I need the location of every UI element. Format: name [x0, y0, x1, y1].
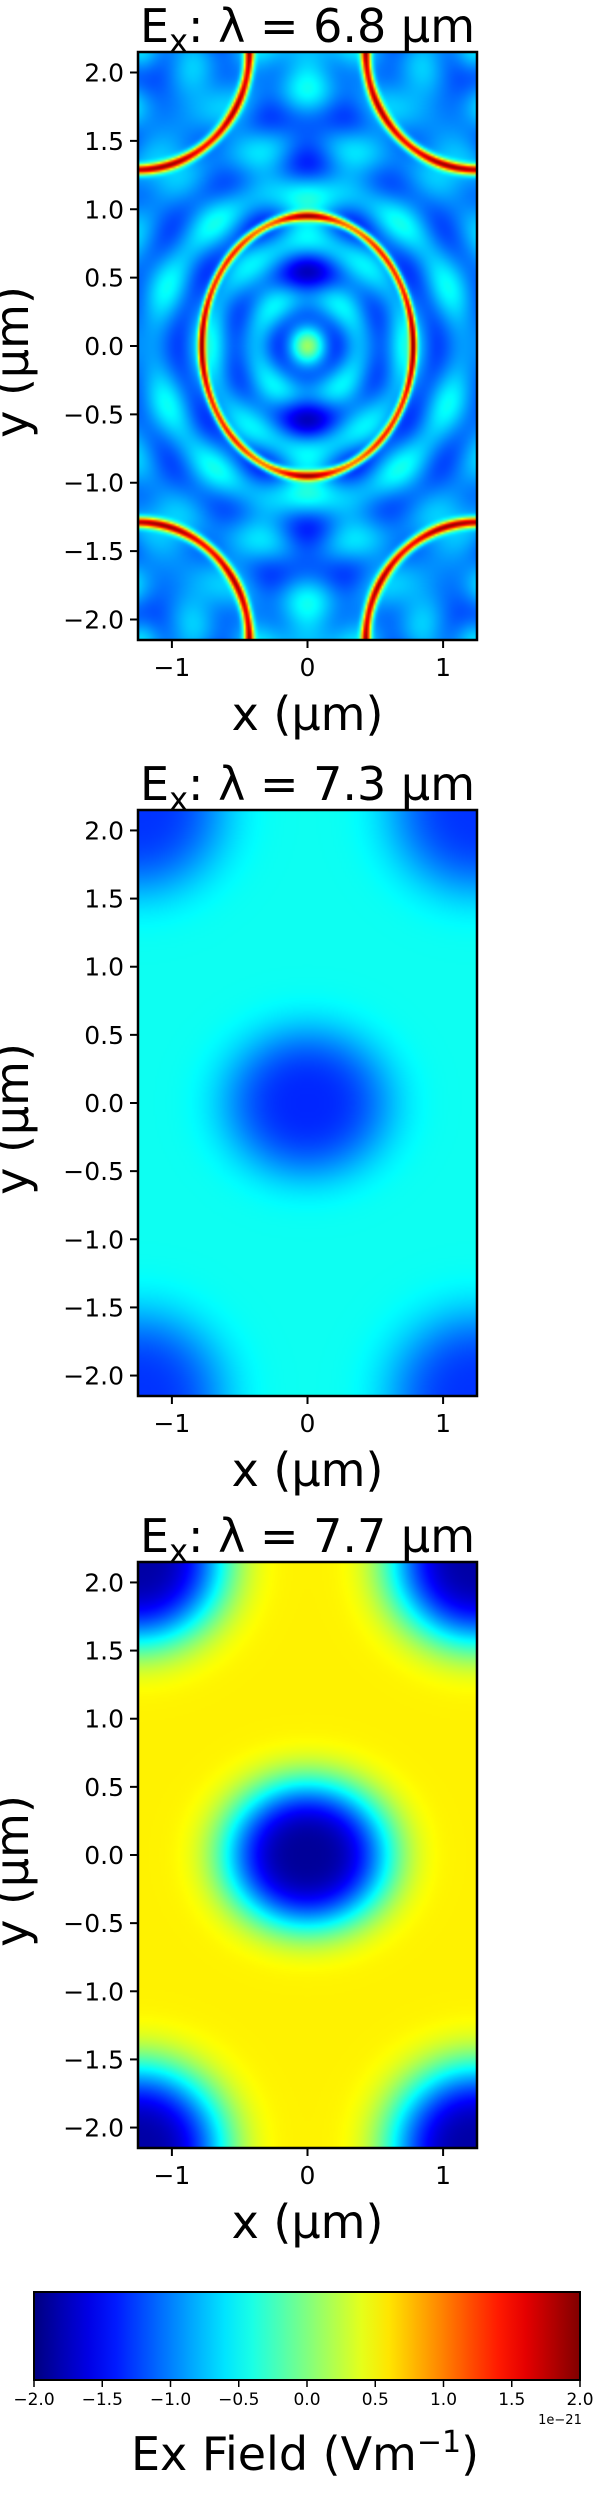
title-component: E	[140, 1509, 169, 1563]
y-tick-label: −1.0	[63, 1225, 124, 1254]
x-axis-label: x (μm)	[232, 1443, 384, 1497]
y-tick-label: 1.0	[84, 195, 124, 224]
y-tick-label: 0.5	[84, 1021, 124, 1050]
colorbar: −2.0 −1.5 −1.0 −0.5 0.0 0.5 1.0 1.5 2.0 1e−21 Ex F…	[13, 2291, 594, 2481]
y-axis-label: y (μm)	[0, 1795, 39, 1947]
x-tick-label: −1	[153, 2161, 190, 2190]
x-tick-label: 0	[300, 653, 316, 682]
title-subscript: x	[169, 22, 188, 60]
title-subscript: x	[169, 780, 188, 818]
y-tick-label: 0.0	[84, 1841, 124, 1870]
title-component: E	[140, 0, 169, 53]
y-tick-label: −1.5	[63, 2045, 124, 2074]
colorbar-offset-text: 1e−21	[538, 2413, 582, 2428]
panel-title: Ex: λ = 7.3 μm	[140, 757, 475, 818]
colorbar-tick-label: 0.0	[293, 2390, 320, 2410]
y-tick-label: 1.5	[84, 1637, 124, 1666]
x-tick-label: 1	[435, 2161, 451, 2190]
colorbar-gradient	[33, 2291, 581, 2381]
y-tick-label: 2.0	[84, 59, 124, 88]
heatmap-panel-1: Ex: λ = 6.8 μm −1 0 1 −2.0 −1.5 −1.0 −0.5 0.0 0.5…	[0, 0, 479, 741]
y-tick-label: −0.5	[63, 1909, 124, 1938]
y-tick-label: −1.5	[63, 537, 124, 566]
title-rest: : λ = 7.7 μm	[188, 1509, 475, 1563]
y-tick-label: −2.0	[63, 1362, 124, 1391]
y-tick-label: −1.0	[63, 469, 124, 498]
y-tick-label: 0.5	[84, 264, 124, 293]
colorbar-tick-label: −1.0	[150, 2390, 191, 2410]
x-tick-label: −1	[153, 653, 190, 682]
x-axis-label: x (μm)	[232, 2195, 384, 2249]
y-tick-label: 1.5	[84, 885, 124, 914]
heatmap-image	[138, 52, 477, 640]
y-axis-label: y (μm)	[0, 286, 39, 438]
colorbar-tick-label: 2.0	[566, 2390, 593, 2410]
y-tick-label: −2.0	[63, 2114, 124, 2143]
title-subscript: x	[169, 1532, 188, 1570]
y-tick-label: −0.5	[63, 400, 124, 429]
y-tick-label: 0.0	[84, 1089, 124, 1118]
colorbar-tick-label: −0.5	[218, 2390, 259, 2410]
colorbar-label-close: )	[461, 2427, 479, 2481]
colorbar-label-superscript: −1	[417, 2425, 461, 2460]
x-tick-label: −1	[153, 1409, 190, 1438]
x-tick-label: 0	[300, 2161, 316, 2190]
colorbar-tick-label: 1.0	[430, 2390, 457, 2410]
colorbar-label-main: Ex Field (Vm	[131, 2427, 417, 2481]
heatmap-panel-3: Ex: λ = 7.7 μm −1 0 1 −2.0 −1.5 −1.0 −0.5 0.0 0.5…	[0, 1509, 479, 2249]
panel-title: Ex: λ = 6.8 μm	[140, 0, 475, 60]
title-rest: : λ = 7.3 μm	[188, 757, 475, 811]
y-tick-label: 0.5	[84, 1773, 124, 1802]
heatmap-panel-2: Ex: λ = 7.3 μm −1 0 1 −2.0 −1.5 −1.0 −0.5 0.0 0.5…	[0, 757, 479, 1497]
y-tick-label: 2.0	[84, 816, 124, 845]
y-tick-label: −1.5	[63, 1293, 124, 1322]
heatmap-image	[138, 1562, 477, 2148]
x-tick-label: 1	[435, 1409, 451, 1438]
y-tick-label: −1.0	[63, 1977, 124, 2006]
y-axis-label: y (μm)	[0, 1043, 39, 1195]
x-tick-label: 0	[300, 1409, 316, 1438]
title-component: E	[140, 757, 169, 811]
panel-title: Ex: λ = 7.7 μm	[140, 1509, 475, 1570]
y-tick-label: 1.0	[84, 1705, 124, 1734]
colorbar-tick-label: 1.5	[498, 2390, 525, 2410]
heatmap-image	[138, 810, 477, 1396]
y-tick-label: −2.0	[63, 605, 124, 634]
title-rest: : λ = 6.8 μm	[188, 0, 475, 53]
y-tick-label: −0.5	[63, 1157, 124, 1186]
y-tick-label: 1.0	[84, 953, 124, 982]
y-tick-label: 1.5	[84, 127, 124, 156]
x-tick-label: 1	[435, 653, 451, 682]
y-tick-label: 0.0	[84, 332, 124, 361]
colorbar-tick-label: 0.5	[362, 2390, 389, 2410]
colorbar-tick-label: −2.0	[13, 2390, 54, 2410]
colorbar-label: Ex Field (Vm−1)	[131, 2425, 479, 2481]
colorbar-tick-label: −1.5	[82, 2390, 123, 2410]
x-axis-label: x (μm)	[232, 687, 384, 741]
y-tick-label: 2.0	[84, 1568, 124, 1597]
